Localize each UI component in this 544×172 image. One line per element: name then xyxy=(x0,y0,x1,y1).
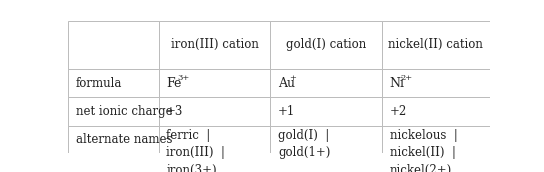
Text: alternate names: alternate names xyxy=(76,133,172,146)
Bar xyxy=(68,21,159,69)
Text: gold(I) cation: gold(I) cation xyxy=(286,38,366,51)
Text: Au: Au xyxy=(278,77,295,90)
Text: 2+: 2+ xyxy=(400,74,413,82)
Bar xyxy=(382,126,490,153)
Bar xyxy=(68,98,159,126)
Bar xyxy=(270,126,382,153)
Bar xyxy=(159,69,270,98)
Bar xyxy=(68,126,159,153)
Text: +2: +2 xyxy=(390,105,407,118)
Bar xyxy=(382,69,490,98)
Bar xyxy=(382,21,490,69)
Bar xyxy=(159,98,270,126)
Bar xyxy=(382,98,490,126)
Text: +1: +1 xyxy=(278,105,295,118)
Bar xyxy=(68,69,159,98)
Bar xyxy=(270,21,382,69)
Text: +: + xyxy=(289,74,296,82)
Bar xyxy=(159,126,270,153)
Text: nickelous  |
nickel(II)  |
nickel(2+): nickelous | nickel(II) | nickel(2+) xyxy=(390,129,458,172)
Text: 3+: 3+ xyxy=(177,74,189,82)
Text: ferric  |
iron(III)  |
iron(3+): ferric | iron(III) | iron(3+) xyxy=(166,129,225,172)
Bar xyxy=(270,69,382,98)
Text: +3: +3 xyxy=(166,105,184,118)
Text: nickel(II) cation: nickel(II) cation xyxy=(388,38,483,51)
Text: net ionic charge: net ionic charge xyxy=(76,105,172,118)
Text: Ni: Ni xyxy=(390,77,405,90)
Text: formula: formula xyxy=(76,77,122,90)
Text: gold(I)  |
gold(1+): gold(I) | gold(1+) xyxy=(278,129,330,159)
Bar xyxy=(159,21,270,69)
Text: Fe: Fe xyxy=(166,77,182,90)
Text: iron(III) cation: iron(III) cation xyxy=(171,38,258,51)
Bar xyxy=(270,98,382,126)
